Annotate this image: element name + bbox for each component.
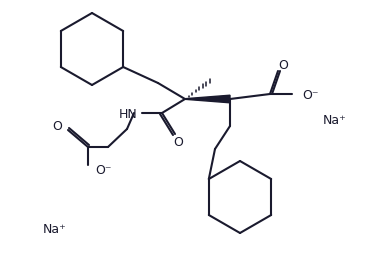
Text: O⁻: O⁻ [302, 88, 318, 101]
Text: Na⁺: Na⁺ [43, 223, 67, 235]
Polygon shape [185, 96, 230, 103]
Text: Na⁺: Na⁺ [323, 113, 347, 126]
Text: O: O [278, 58, 288, 71]
Text: O: O [173, 136, 183, 149]
Text: O⁻: O⁻ [95, 163, 111, 176]
Text: O: O [52, 119, 62, 132]
Text: HN: HN [119, 107, 138, 120]
